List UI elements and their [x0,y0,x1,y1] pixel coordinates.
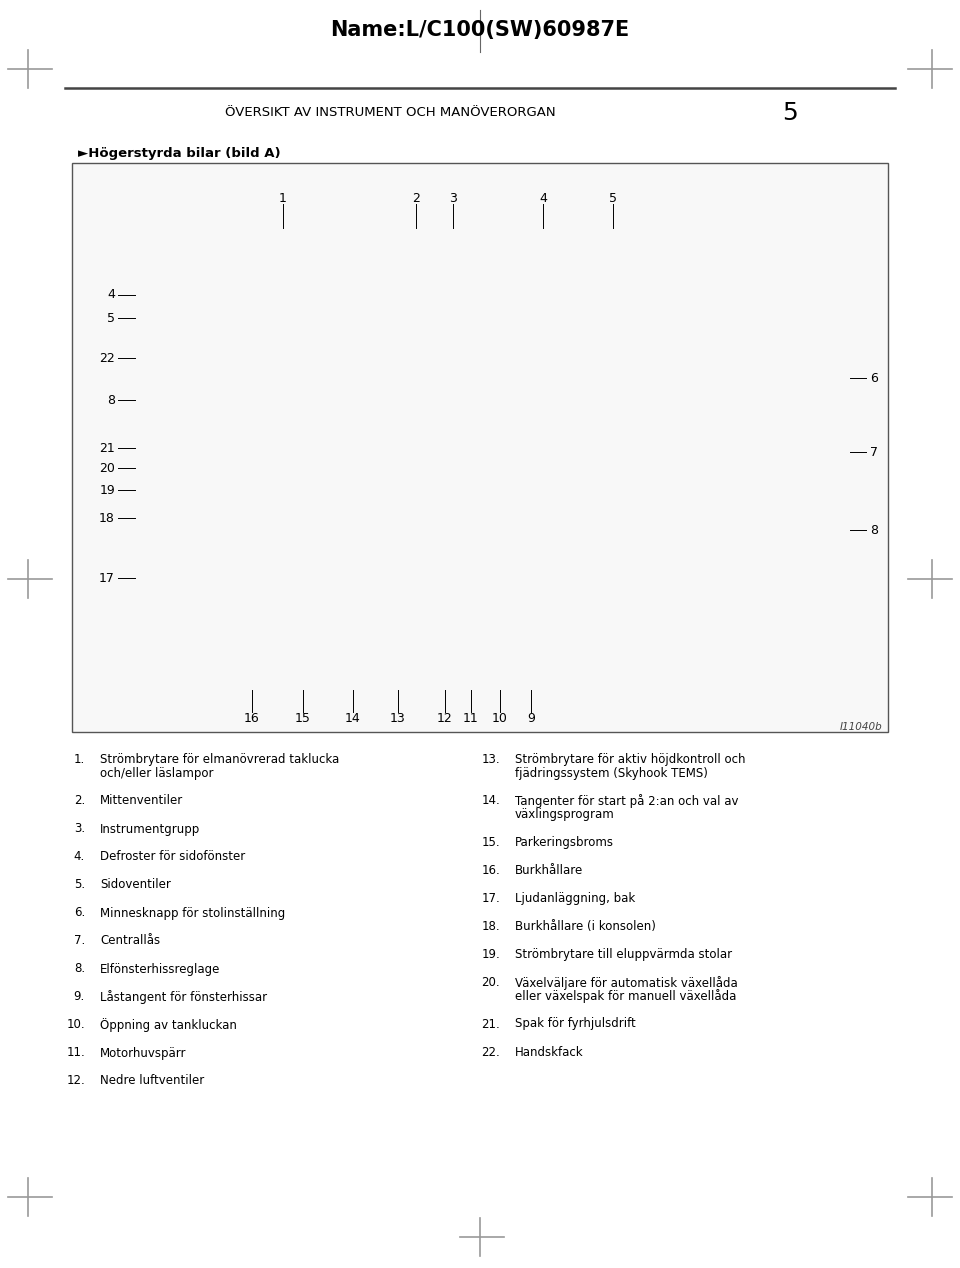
Text: 7.: 7. [74,935,85,947]
Text: Name:L/C100(SW)60987E: Name:L/C100(SW)60987E [330,20,630,41]
Text: 3.: 3. [74,823,85,836]
Text: 9: 9 [527,711,535,724]
Text: Elfönsterhissreglage: Elfönsterhissreglage [100,962,221,975]
Text: 17.: 17. [481,891,500,905]
Text: Centrallås: Centrallås [100,935,160,947]
Text: Låstangent för fönsterhissar: Låstangent för fönsterhissar [100,990,267,1004]
Text: Burkhållare: Burkhållare [515,864,584,877]
Text: 5: 5 [609,191,617,204]
Text: 7: 7 [870,445,878,459]
Text: 19: 19 [99,483,115,497]
Text: 11: 11 [463,711,479,724]
Text: 13: 13 [390,711,406,724]
Text: 12: 12 [437,711,453,724]
Text: 22: 22 [99,351,115,364]
Text: Ljudanläggning, bak: Ljudanläggning, bak [515,891,636,905]
Text: 11.: 11. [66,1046,85,1060]
Text: 19.: 19. [481,948,500,961]
Text: 21: 21 [99,441,115,454]
Text: Strömbrytare till eluppvärmda stolar: Strömbrytare till eluppvärmda stolar [515,948,732,961]
Text: Minnesknapp för stolinställning: Minnesknapp för stolinställning [100,907,285,919]
Text: I11040b: I11040b [839,721,882,732]
Text: 1.: 1. [74,753,85,766]
Text: Burkhållare (i konsolen): Burkhållare (i konsolen) [515,921,656,933]
Text: 10: 10 [492,711,508,724]
Text: fjädringssystem (Skyhook TEMS): fjädringssystem (Skyhook TEMS) [515,766,708,780]
Text: Öppning av tankluckan: Öppning av tankluckan [100,1018,237,1032]
Text: 14: 14 [346,711,361,724]
Text: Spak för fyrhjulsdrift: Spak för fyrhjulsdrift [515,1017,636,1031]
Text: 15.: 15. [481,836,500,850]
Text: 15: 15 [295,711,311,724]
Text: Strömbrytare för elmanövrerad taklucka: Strömbrytare för elmanövrerad taklucka [100,753,339,766]
Text: Nedre luftventiler: Nedre luftventiler [100,1074,204,1088]
Text: Motorhuvspärr: Motorhuvspärr [100,1046,186,1060]
Text: Parkeringsbroms: Parkeringsbroms [515,836,614,850]
Text: 20: 20 [99,462,115,474]
Text: Defroster för sidofönster: Defroster för sidofönster [100,851,245,864]
Text: växlingsprogram: växlingsprogram [515,808,614,820]
Text: 2.: 2. [74,795,85,808]
Text: 1: 1 [279,191,287,204]
Text: Handskfack: Handskfack [515,1046,584,1059]
Text: 4: 4 [540,191,547,204]
Text: 22.: 22. [481,1046,500,1059]
Text: Sidoventiler: Sidoventiler [100,879,171,891]
Text: 18.: 18. [481,921,500,933]
Text: 8: 8 [107,393,115,407]
Text: 2: 2 [412,191,420,204]
Text: 12.: 12. [66,1074,85,1088]
Text: 16: 16 [244,711,260,724]
Bar [72,164,888,732]
Text: Växelväljare för automatisk växellåda: Växelväljare för automatisk växellåda [515,976,737,990]
Text: Strömbrytare för aktiv höjdkontroll och: Strömbrytare för aktiv höjdkontroll och [515,753,746,766]
Text: 14.: 14. [481,795,500,808]
Text: 20.: 20. [481,976,500,989]
Text: 4: 4 [108,289,115,302]
Text: Mittenventiler: Mittenventiler [100,795,183,808]
Text: 21.: 21. [481,1017,500,1031]
Text: 5: 5 [782,101,798,126]
Text: Tangenter för start på 2:an och val av: Tangenter för start på 2:an och val av [515,795,738,809]
Text: 3: 3 [449,191,457,204]
Text: 6: 6 [870,372,877,384]
Text: eller växelspak för manuell växellåda: eller växelspak för manuell växellåda [515,989,736,1003]
Text: ÖVERSIKT AV INSTRUMENT OCH MANÖVERORGAN: ÖVERSIKT AV INSTRUMENT OCH MANÖVERORGAN [225,107,555,119]
Text: Instrumentgrupp: Instrumentgrupp [100,823,201,836]
Text: 9.: 9. [74,990,85,1003]
Text: 4.: 4. [74,851,85,864]
Text: 5: 5 [107,312,115,325]
Text: ►Högerstyrda bilar (bild A): ►Högerstyrda bilar (bild A) [78,147,280,160]
Text: 18: 18 [99,511,115,525]
Text: 10.: 10. [66,1018,85,1031]
Text: 5.: 5. [74,879,85,891]
Text: 17: 17 [99,572,115,585]
Text: 16.: 16. [481,864,500,877]
Text: 6.: 6. [74,907,85,919]
Text: 13.: 13. [481,753,500,766]
Text: 8.: 8. [74,962,85,975]
Text: och/eller läslampor: och/eller läslampor [100,766,213,780]
Text: 8: 8 [870,524,878,536]
